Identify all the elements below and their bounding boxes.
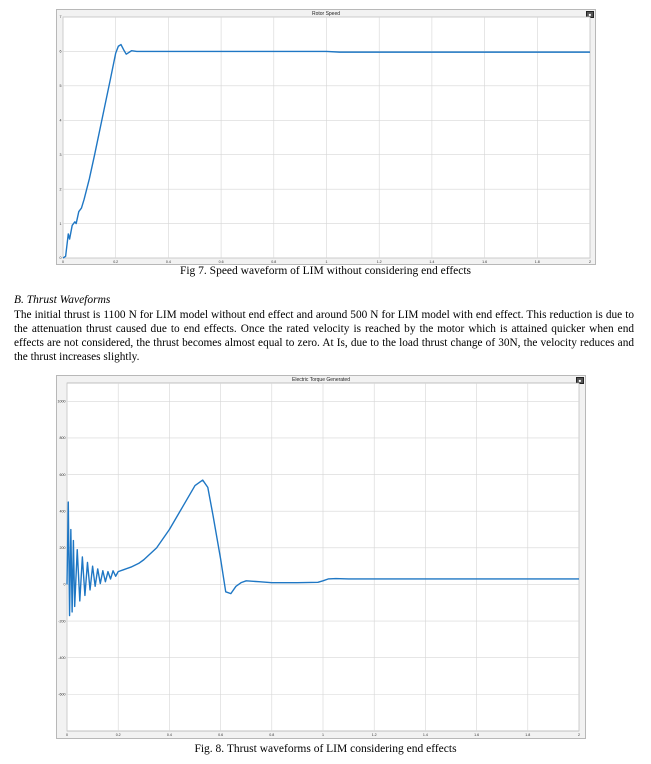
y-tick-label: 200: [60, 546, 66, 550]
x-tick-label: 0.6: [218, 733, 223, 737]
x-tick-label: 0.2: [116, 733, 121, 737]
rotor-speed-scope: Rotor Speed ■ 0 0.2 0.4 0.6 0.8 1 1.2 1.4 1.6 1.8…: [56, 9, 596, 265]
figure-caption: Fig 7. Speed waveform of LIM without con…: [179, 265, 472, 277]
x-tick-label: 1.6: [482, 260, 487, 264]
x-tick-label: 2: [589, 260, 591, 264]
y-tick-label: -400: [58, 656, 65, 660]
y-tick-label: 2: [60, 187, 62, 191]
y-tick-label: 1000: [58, 400, 66, 404]
x-tick-label: 0.4: [166, 260, 171, 264]
x-tick-label: 0: [66, 733, 68, 737]
x-tick-label: 0: [62, 260, 64, 264]
section-heading: B. Thrust Waveforms: [14, 294, 111, 306]
y-tick-label: 800: [60, 436, 66, 440]
figure-caption: Fig. 8. Thrust waveforms of LIM consider…: [194, 743, 457, 755]
x-tick-label: 1.2: [372, 733, 377, 737]
dock-icon[interactable]: ■: [576, 377, 584, 384]
y-tick-label: 600: [60, 473, 66, 477]
rotor-speed-chart: 0 0.2 0.4 0.6 0.8 1 1.2 1.4 1.6 1.8 2 0 1 2 3 4 5 6 7: [60, 15, 592, 264]
x-tick-label: 1.4: [429, 260, 434, 264]
x-tick-label: 0.2: [113, 260, 118, 264]
y-tick-label: -600: [58, 693, 65, 697]
y-tick-label: 0: [64, 583, 66, 587]
y-tick-label: 5: [60, 84, 62, 88]
y-tick-label: 7: [60, 15, 62, 19]
series-line: [62, 43, 590, 259]
x-tick-label: 0.6: [219, 260, 224, 264]
x-tick-label: 0.4: [167, 733, 172, 737]
y-tick-label: 6: [60, 50, 62, 54]
y-tick-label: 3: [60, 153, 62, 157]
electric-torque-chart: 0 0.2 0.4 0.6 0.8 1 1.2 1.4 1.6 1.8 2 1000 800 600 400…: [58, 382, 580, 737]
section-paragraph: The initial thrust is 1100 N for LIM mod…: [14, 309, 634, 363]
x-tick-label: 0.8: [271, 260, 276, 264]
x-tick-label: 0.8: [269, 733, 274, 737]
x-tick-label: 1: [322, 733, 324, 737]
scope-title: Rotor Speed: [311, 11, 341, 17]
series-line: [66, 479, 579, 617]
x-tick-label: 1: [326, 260, 328, 264]
scope-title: Electric Torque Generated: [292, 377, 350, 383]
x-tick-label: 1.6: [474, 733, 479, 737]
x-tick-label: 1.2: [377, 260, 382, 264]
y-tick-label: 400: [60, 509, 66, 513]
x-tick-label: 1.8: [525, 733, 530, 737]
electric-torque-scope: Electric Torque Generated ■ 0 0.2 0.4 0.6 0.…: [56, 375, 586, 739]
x-tick-label: 1.8: [535, 260, 540, 264]
x-tick-label: 2: [578, 733, 580, 737]
y-tick-label: 4: [60, 118, 62, 122]
y-tick-label: 0: [60, 256, 62, 260]
y-tick-label: -200: [58, 619, 65, 623]
x-tick-label: 1.4: [423, 733, 428, 737]
y-tick-label: 1: [60, 222, 62, 226]
